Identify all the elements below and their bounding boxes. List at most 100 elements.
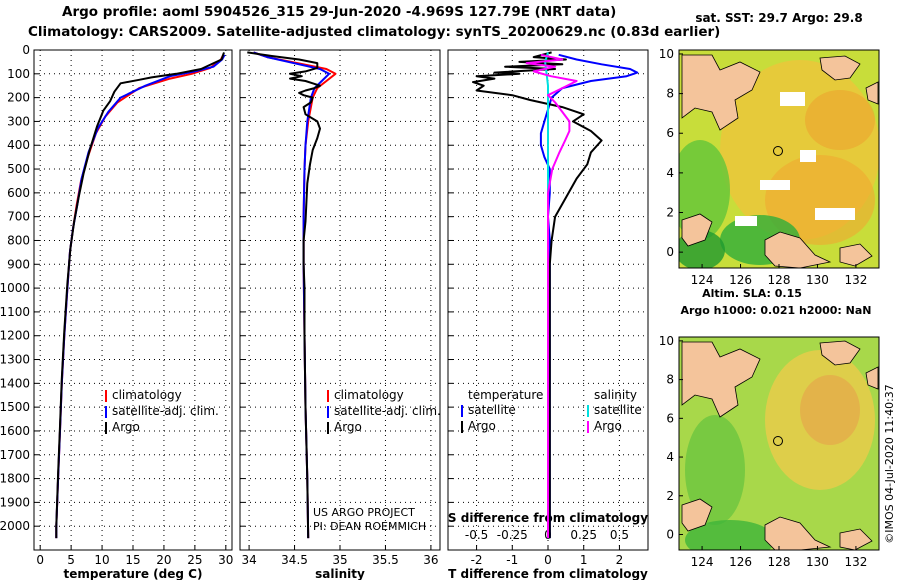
sla-map-field: [679, 337, 879, 550]
depth-tick-label: 400: [7, 138, 30, 152]
difference-xtick-label: 1: [580, 553, 588, 567]
temperature-xtick-label: 10: [94, 553, 109, 567]
temperature-xtick-label: 25: [187, 553, 202, 567]
map-lat-label: 4: [666, 450, 674, 464]
temperature-xtick-label: 5: [67, 553, 75, 567]
depth-tick-label: 300: [7, 114, 30, 128]
map-lon-label: 132: [844, 555, 867, 569]
difference-frame: [447, 49, 649, 551]
difference-xtick-label: 2: [616, 553, 624, 567]
map-lat-label: 8: [666, 373, 674, 387]
temperature-xtick-label: 30: [218, 553, 233, 567]
map-lon-label: 130: [806, 555, 829, 569]
temperature-panel: 0 5 10 15 20 25 30 temperature (deg C) 0 100 200 30…: [0, 43, 233, 580]
salinity-legend: climatology satellite-adj. clim. Argo: [327, 388, 441, 434]
legend-s-satellite-label: satellite: [594, 403, 642, 417]
depth-tick-label: 1100: [0, 305, 30, 319]
legend-argo-label: Argo: [334, 420, 362, 434]
salinity-xtick-label: 34.5: [281, 553, 308, 567]
legend-s-argo-label: Argo: [594, 419, 622, 433]
temperature-xtick-label: 20: [156, 553, 171, 567]
depth-tick-label: 1900: [0, 495, 30, 509]
legend-climatology-label: climatology: [112, 388, 182, 402]
sla-map-argo-marker: [773, 436, 783, 446]
sla-map-subtitle: Argo h1000: 0.021 h2000: NaN: [680, 304, 871, 317]
salinity-xtick-label: 34: [241, 553, 256, 567]
depth-tick-label: 600: [7, 186, 30, 200]
map-lat-label: 8: [666, 87, 674, 101]
map-lat-label: 4: [666, 166, 674, 180]
map-lat-label: 2: [666, 489, 674, 503]
map-lon-label: 128: [768, 273, 791, 287]
temperature-xtick-label: 15: [125, 553, 140, 567]
difference-xtick-label: -2: [471, 553, 483, 567]
map-lon-label: 126: [729, 273, 752, 287]
sst-map-axes: 124 126 128 130 132 0 2 4 6 8 10: [659, 47, 868, 287]
difference-xlabel: T difference from climatology: [448, 567, 648, 580]
sst-map-title: sat. SST: 29.7 Argo: 29.8: [695, 11, 862, 25]
map-lat-label: 2: [666, 206, 674, 220]
map-lat-label: 6: [666, 126, 674, 140]
map-lon-label: 124: [691, 555, 714, 569]
map-lat-label: 0: [666, 528, 674, 542]
salinity-xtick-label: 35: [332, 553, 347, 567]
difference-series-t-argo: [472, 51, 603, 539]
depth-tick-label: 1800: [0, 472, 30, 486]
depth-tick-label: 2000: [0, 519, 30, 533]
legend-temperature-title: temperature: [468, 388, 543, 402]
depth-tick-label: 200: [7, 91, 30, 105]
sla-map-axes: 124 126 128 130 132 0 2 4 6 8 10: [659, 334, 868, 569]
legend-climatology-label: climatology: [334, 388, 404, 402]
depth-tick-label: 1000: [0, 281, 30, 295]
map-lon-label: 128: [768, 555, 791, 569]
imos-credit: ©IMOS 04-Jul-2020 11:40:37: [883, 384, 896, 544]
salinity-series-argo: [247, 51, 321, 539]
depth-tick-label: 800: [7, 233, 30, 247]
depth-tick-label: 1300: [0, 353, 30, 367]
temperature-series-argo: [55, 52, 225, 539]
s-difference-tick-label: -0.25: [497, 528, 528, 542]
legend-t-argo-label: Argo: [468, 419, 496, 433]
temperature-legend: climatology satellite-adj. clim. Argo: [105, 388, 219, 434]
depth-tick-label: 500: [7, 162, 30, 176]
project-credit-line1: US ARGO PROJECT: [313, 506, 415, 519]
salinity-frame: [239, 49, 441, 551]
map-lon-label: 124: [691, 273, 714, 287]
difference-xtick-label: -1: [506, 553, 518, 567]
legend-salinity-title: salinity: [594, 388, 637, 402]
legend-satellite-label: satellite-adj. clim.: [112, 404, 219, 418]
depth-tick-label: 0: [22, 43, 30, 57]
temperature-xlabel: temperature (deg C): [64, 567, 203, 580]
salinity-xlabel: salinity: [315, 567, 365, 580]
s-difference-tick-label: -0.5: [465, 528, 488, 542]
map-lon-label: 130: [806, 273, 829, 287]
s-difference-tick-label: 0.5: [610, 528, 629, 542]
difference-series-s-argo: [525, 53, 578, 539]
salinity-xtick-label: 36: [423, 553, 438, 567]
map-lat-label: 0: [666, 245, 674, 259]
map-lon-label: 132: [844, 273, 867, 287]
legend-satellite-label: satellite-adj. clim.: [334, 404, 441, 418]
temperature-series-climatology: [55, 54, 225, 539]
figure-title-line2: Climatology: CARS2009. Satellite-adjuste…: [28, 24, 721, 40]
sst-map-argo-marker: [773, 146, 783, 156]
depth-tick-label: 1400: [0, 376, 30, 390]
sla-map-title: Altim. SLA: 0.15: [702, 287, 802, 300]
depth-tick-label: 1600: [0, 424, 30, 438]
map-lat-label: 10: [659, 47, 674, 61]
temperature-frame: [33, 49, 233, 551]
sst-map-field: [679, 50, 879, 268]
depth-tick-label: 100: [7, 67, 30, 81]
project-credit-line2: PI: DEAN ROEMMICH: [313, 520, 426, 533]
temperature-series-satellite-adj-clim-: [55, 54, 226, 539]
salinity-xtick-label: 35.5: [372, 553, 399, 567]
map-lat-label: 10: [659, 334, 674, 348]
map-lat-label: 6: [666, 411, 674, 425]
legend-t-satellite-label: satellite: [468, 403, 516, 417]
s-difference-tick-label: 0.25: [570, 528, 597, 542]
salinity-panel: 34 34.5 35 35.5 36 salinity: [239, 49, 441, 580]
difference-legend: temperature satellite Argo salinity sate…: [461, 388, 642, 433]
depth-tick-label: 1200: [0, 329, 30, 343]
